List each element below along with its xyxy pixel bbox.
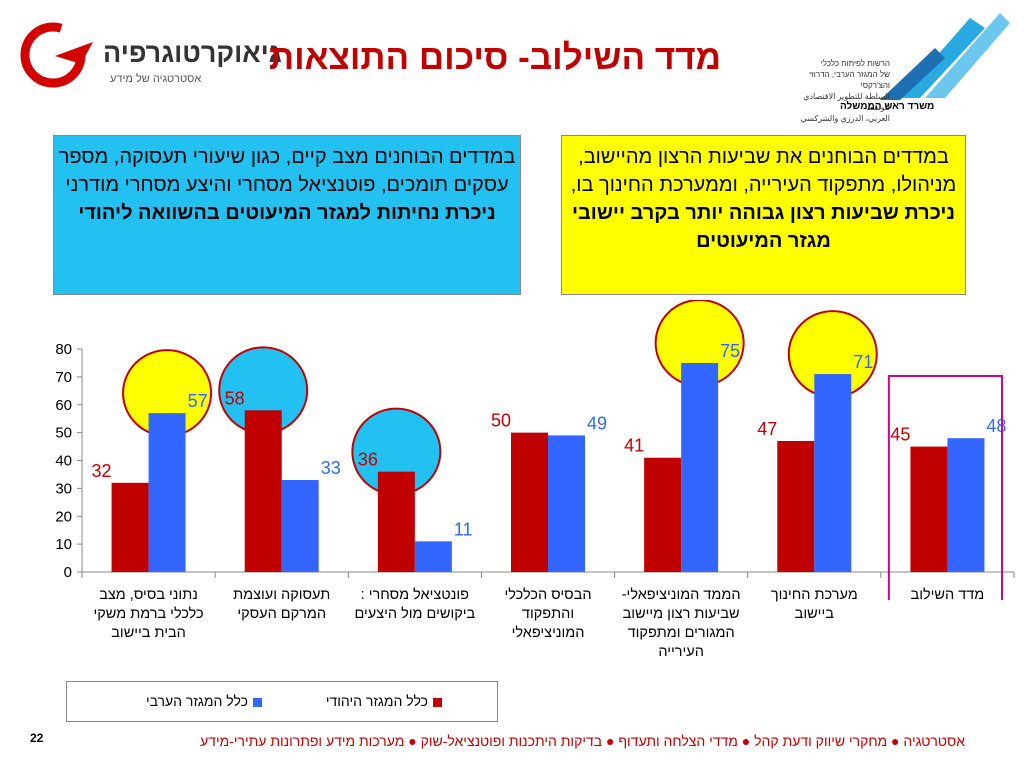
bar-arab [548,435,585,572]
legend-label: כלל המגזר הערבי [145,693,248,709]
authority-line: הרשות לפיתוח כלכלי [820,59,890,68]
data-label: 32 [92,461,112,481]
legend-item-jewish: כלל המגזר היהודי [326,693,442,709]
y-tick-label: 0 [64,564,72,581]
y-tick-label: 70 [55,369,72,386]
authority-name: הרשות לפיתוח כלכלי של המגזר הערבי, הדרוז… [790,58,890,124]
y-tick-label: 50 [55,425,72,442]
data-label: 41 [624,436,644,456]
highlight-box [887,375,1003,600]
chart-legend: כלל המגזר היהודי כלל המגזר הערבי [66,681,498,722]
bar-arab [681,362,719,572]
authority-line: السلطة للتطوير الاقتصادي للوسط [803,92,890,112]
bar-jewish [910,446,948,572]
x-category-label: מערכת החינוך ביישוב [770,587,858,622]
bar-arab [814,374,852,572]
bar-jewish [377,471,415,572]
data-label: 49 [587,413,607,433]
finding-box-current-state: במדדים הבוחנים מצב קיים, כגון שיעורי תעס… [53,135,521,295]
bar-jewish [644,457,682,572]
finding-box-satisfaction: במדדים הבוחנים את שביעות הרצון מהיישוב, … [561,135,966,295]
authority-logo: הרשות לפיתוח כלכלי של המגזר הערבי, הדרוז… [760,8,1020,123]
page-number: 22 [30,731,44,745]
bar-arab [148,413,186,572]
data-label: 75 [720,341,740,361]
y-tick-label: 40 [55,453,72,470]
finding-text: במדדים הבוחנים את שביעות הרצון מהיישוב, … [570,146,957,196]
finding-emphasis: ניכרת שביעות רצון גבוהה יותר בקרב יישובי… [571,202,956,252]
logo-tagline: אסטרטגיה של מידע [110,73,202,85]
data-label: 48 [986,416,1006,436]
data-label: 36 [358,450,378,470]
geocartography-logo: גיאוקרטוגרפיה אסטרטגיה של מידע [15,20,282,90]
y-tick-label: 30 [55,480,72,497]
y-tick-label: 20 [55,508,72,525]
bar-arab [281,480,319,572]
authority-line: של המגזר הערבי, הדרוזי והצ'רקסי [809,70,890,90]
page-title: מדד השילוב- סיכום התוצאות [269,38,721,77]
data-label: 71 [853,352,873,372]
x-category-label: הממד המוניציפאלי- שביעות רצון מיישוב המג… [621,587,741,660]
legend-swatch-arab [253,697,262,707]
legend-label: כלל המגזר היהודי [325,693,428,709]
x-category-label: הבסיס הכלכלי והתפקוד המוניציפאלי [504,587,592,641]
bar-jewish [244,410,282,572]
geocartography-g-icon [20,22,93,88]
authority-wing-icon [880,13,1010,100]
bar-jewish [777,440,815,572]
data-label: 11 [454,519,473,539]
logo-brand-text: גיאוקרטוגרפיה [103,38,282,68]
integration-index-bar-chart: 0 10 20 30 40 50 60 70 80 32 57 58 33 36 11 50 49 41 75 47 7… [55,300,1015,600]
bar-jewish [111,482,149,572]
finding-text: במדדים הבוחנים מצב קיים, כגון שיעורי תעס… [58,146,516,196]
bar-arab [947,438,985,572]
x-category-label: תעסוקה ועוצמת המרקם העסקי [233,587,331,622]
x-category-label: נתוני בסיס, מצב כלכלי ברמת משקי הבית ביי… [93,587,204,641]
legend-swatch-jewish [433,697,442,707]
y-tick-label: 60 [55,397,72,414]
footer-services: אסטרטגיה ● מחקרי שיווק ודעת קהל ● מדדי ה… [200,733,965,749]
y-tick-label: 10 [55,536,72,553]
data-label: 58 [225,388,245,408]
finding-emphasis: ניכרת נחיתות למגזר המיעוטים בהשוואה ליהו… [78,202,496,224]
data-label: 57 [188,391,208,411]
data-label: 50 [491,411,511,431]
ministry-name: משרד ראש הממשלה [840,101,935,112]
authority-line: العربي، الدرزي والشركسي [800,114,890,123]
legend-item-arab: כלל המגזר הערבי [146,693,262,709]
data-label: 33 [321,458,341,478]
bar-arab [414,541,452,572]
x-category-label: מדד השילוב [910,587,985,603]
data-label: 45 [890,425,910,445]
x-category-label: פונטציאל מסחרי : ביקושים מול היצעים [354,587,476,622]
data-label: 47 [757,419,777,439]
bar-jewish [511,432,548,572]
y-tick-label: 80 [55,341,72,358]
